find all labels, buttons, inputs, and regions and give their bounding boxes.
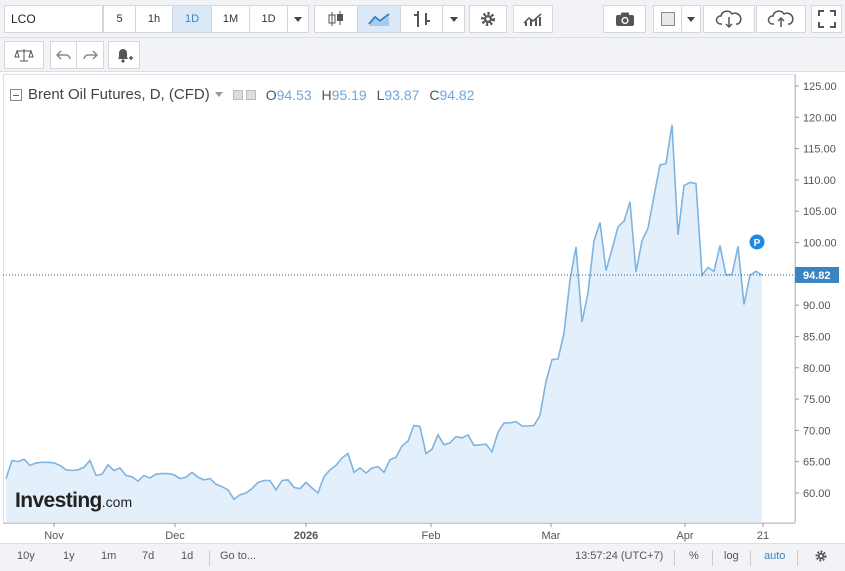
open-label: O bbox=[265, 86, 277, 103]
series-legend: Brent Oil Futures, D, (CFD) O94.53 H95.1… bbox=[10, 86, 475, 103]
collapse-legend-icon[interactable] bbox=[10, 88, 22, 101]
redo-icon bbox=[83, 50, 98, 60]
save-chart-button[interactable] bbox=[756, 5, 806, 33]
high-label: H bbox=[321, 86, 332, 103]
goto-date-button[interactable]: Go to... bbox=[220, 550, 257, 562]
price-axis[interactable] bbox=[795, 74, 845, 523]
indicators-button[interactable] bbox=[513, 5, 553, 33]
symbol-text: LCO bbox=[11, 12, 36, 26]
divider bbox=[209, 550, 210, 566]
fullscreen-button[interactable] bbox=[811, 5, 842, 33]
color-picker-group bbox=[653, 5, 701, 33]
range-1d[interactable]: 1d bbox=[181, 550, 194, 562]
log-scale-toggle[interactable]: log bbox=[724, 550, 739, 562]
color-swatch-button[interactable] bbox=[654, 6, 682, 32]
undo-redo-group bbox=[50, 41, 104, 69]
divider bbox=[750, 550, 751, 566]
candlestick-icon bbox=[328, 11, 343, 26]
compare-button[interactable] bbox=[4, 41, 44, 69]
brand-name: Investing bbox=[15, 489, 102, 512]
clock-readout[interactable]: 13:57:24 (UTC+7) bbox=[575, 550, 664, 562]
alarm-add-icon bbox=[118, 49, 133, 63]
bottom-bar: 10y 1y 1m 7d 1d Go to... 13:57:24 (UTC+7… bbox=[0, 543, 845, 571]
indicators-icon bbox=[523, 13, 542, 26]
gear-icon bbox=[481, 12, 495, 26]
interval-group: 5 1h 1D 1M 1D bbox=[103, 5, 309, 33]
cloud-upload-icon bbox=[767, 10, 794, 27]
screenshot-button[interactable] bbox=[603, 5, 646, 33]
chart-type-group bbox=[314, 5, 465, 33]
camera-icon bbox=[615, 12, 634, 26]
high-value: 95.19 bbox=[331, 86, 367, 103]
settings-small-icon[interactable] bbox=[245, 89, 256, 100]
area-button[interactable] bbox=[358, 6, 401, 32]
gear-icon bbox=[815, 550, 827, 562]
chevron-down-icon bbox=[449, 16, 458, 22]
interval-1d[interactable]: 1D bbox=[173, 6, 212, 32]
color-dropdown[interactable] bbox=[682, 6, 700, 32]
range-7d[interactable]: 7d bbox=[142, 550, 155, 562]
top-toolbar: LCO 5 1h 1D 1M 1D bbox=[0, 0, 845, 38]
undo-icon bbox=[55, 50, 71, 60]
range-1y[interactable]: 1y bbox=[63, 550, 75, 562]
interval-dropdown[interactable] bbox=[288, 6, 308, 32]
chevron-down-icon bbox=[294, 16, 302, 22]
investing-logo: Investing.com bbox=[15, 489, 132, 513]
load-chart-button[interactable] bbox=[703, 5, 755, 33]
range-1m[interactable]: 1m bbox=[101, 550, 117, 562]
close-value: 94.82 bbox=[439, 86, 475, 103]
divider bbox=[797, 550, 798, 566]
fullscreen-icon bbox=[817, 10, 836, 28]
interval-1h[interactable]: 1h bbox=[136, 6, 173, 32]
redo-button[interactable] bbox=[77, 42, 103, 68]
settings-button[interactable] bbox=[469, 5, 507, 33]
percent-scale-toggle[interactable]: % bbox=[689, 550, 699, 562]
color-swatch-icon bbox=[660, 12, 675, 26]
add-alert-button[interactable] bbox=[108, 41, 140, 69]
symbol-input[interactable]: LCO bbox=[4, 5, 103, 33]
open-value: 94.53 bbox=[276, 86, 312, 103]
ohlc-bars-icon bbox=[413, 11, 430, 27]
interval-1m[interactable]: 1M bbox=[212, 6, 250, 32]
chevron-down-icon bbox=[687, 16, 695, 22]
low-value: 93.87 bbox=[384, 86, 420, 103]
low-label: L bbox=[376, 86, 385, 103]
range-10y[interactable]: 10y bbox=[17, 550, 35, 562]
undo-button[interactable] bbox=[51, 42, 77, 68]
eye-icon[interactable] bbox=[232, 89, 243, 100]
secondary-toolbar bbox=[0, 38, 845, 72]
cloud-download-icon bbox=[715, 10, 742, 29]
time-axis[interactable] bbox=[3, 523, 795, 543]
bars-button[interactable] bbox=[401, 6, 443, 32]
chevron-down-icon[interactable] bbox=[214, 92, 223, 97]
auto-scale-toggle[interactable]: auto bbox=[764, 550, 786, 562]
series-title: Brent Oil Futures, D, (CFD) bbox=[28, 86, 210, 103]
close-label: C bbox=[429, 86, 440, 103]
scales-icon bbox=[14, 49, 34, 62]
chart-pane[interactable] bbox=[3, 74, 795, 523]
interval-1d-select[interactable]: 1D bbox=[250, 6, 288, 32]
chart-type-dropdown[interactable] bbox=[443, 6, 464, 32]
brand-suffix: .com bbox=[101, 494, 133, 510]
interval-5[interactable]: 5 bbox=[104, 6, 136, 32]
candles-button[interactable] bbox=[315, 6, 358, 32]
ohlc-values: O94.53 H95.19 L93.87 C94.82 bbox=[260, 87, 475, 103]
divider bbox=[712, 550, 713, 566]
chart-settings-button[interactable] bbox=[814, 549, 828, 566]
divider bbox=[674, 550, 675, 566]
area-chart-icon bbox=[368, 13, 390, 26]
